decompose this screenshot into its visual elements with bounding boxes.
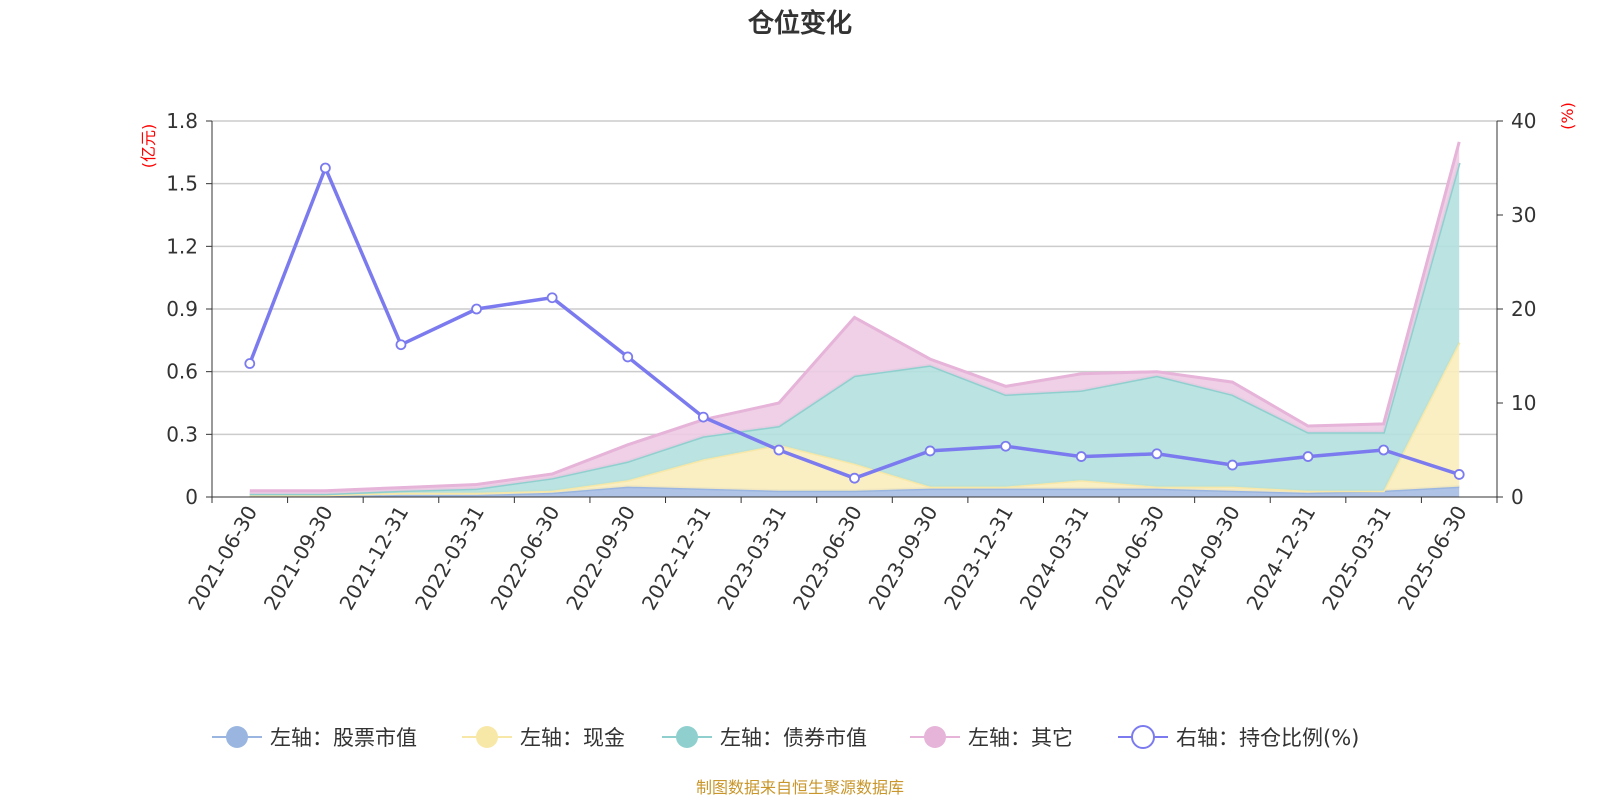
left-axis-tick-label: 0 — [185, 485, 198, 509]
x-axis-tick-label: 2023-06-30 — [788, 502, 867, 615]
ratio-line-point — [1378, 444, 1390, 456]
legend-label: 左轴：现金 — [520, 726, 625, 750]
x-axis-tick-label: 2024-03-31 — [1015, 502, 1094, 615]
left-axis-tick-label: 1.5 — [166, 172, 198, 196]
legend-item-3: 左轴：债券市值 — [662, 726, 867, 750]
legend-item-4: 左轴：其它 — [910, 726, 1073, 750]
left-axis-unit: (亿元) — [139, 124, 158, 169]
area-series-2 — [249, 342, 1460, 496]
right-axis-tick-label: 20 — [1511, 297, 1536, 321]
x-axis-tick-label: 2024-06-30 — [1090, 502, 1169, 615]
ratio-line-point — [622, 351, 634, 363]
ratio-line-point — [1000, 440, 1012, 452]
ratio-line-point — [697, 411, 709, 423]
left-axis-tick-label: 1.8 — [166, 109, 198, 133]
ratio-line-point — [1302, 451, 1314, 462]
ratio-line-point — [395, 339, 407, 351]
left-axis-tick-label: 0.9 — [166, 297, 198, 321]
right-axis-tick-label: 30 — [1511, 203, 1536, 227]
data-source-note: 制图数据来自恒生聚源数据库 — [696, 778, 904, 797]
ratio-line-point — [849, 472, 860, 484]
left-axis-tick-label: 0.6 — [166, 360, 198, 384]
chart-title: 仓位变化 — [747, 8, 852, 39]
legend-label: 左轴：其它 — [968, 726, 1073, 750]
x-axis-tick-label: 2024-12-31 — [1241, 502, 1320, 615]
x-axis-tick-label: 2022-09-30 — [561, 502, 640, 615]
legend-label: 左轴：股票市值 — [270, 726, 417, 750]
legend-marker-dot — [924, 726, 946, 748]
ratio-line-point — [1151, 448, 1163, 460]
legend-marker-dot — [476, 726, 498, 748]
ratio-line-point — [471, 303, 482, 315]
left-axis-tick-label: 1.2 — [166, 234, 198, 258]
right-axis-tick-label: 10 — [1511, 391, 1536, 415]
right-axis-tick-label: 0 — [1511, 485, 1524, 509]
ratio-line-point — [319, 162, 331, 174]
legend-marker-dot — [226, 726, 248, 748]
legend-item-1: 左轴：股票市值 — [212, 726, 417, 750]
x-axis-tick-label: 2022-03-31 — [410, 502, 489, 615]
x-axis-tick-label: 2023-03-31 — [712, 502, 791, 615]
stacked-areas — [249, 141, 1461, 498]
legend-marker-dot — [1131, 725, 1155, 749]
ratio-line-point — [546, 292, 558, 304]
x-axis-tick-label: 2022-06-30 — [486, 502, 565, 615]
right-axis-unit: (%) — [1558, 102, 1577, 130]
ratio-line-point — [924, 445, 936, 457]
x-axis-tick-label: 2021-12-31 — [334, 502, 413, 615]
area-series-4-edge — [249, 141, 1461, 493]
right-axis-tick-label: 40 — [1511, 109, 1536, 133]
x-axis-tick-label: 2024-09-30 — [1166, 502, 1245, 615]
x-axis-tick-label: 2023-12-31 — [939, 502, 1018, 615]
x-axis-tick-label: 2025-06-30 — [1393, 502, 1472, 615]
ratio-line-point — [1227, 459, 1238, 471]
x-axis-tick-label: 2025-03-31 — [1317, 502, 1396, 615]
legend-label: 右轴：持仓比例(%) — [1176, 726, 1359, 750]
legend-label: 左轴：债券市值 — [720, 726, 867, 750]
legend-item-2: 左轴：现金 — [462, 726, 625, 750]
left-axis-tick-label: 0.3 — [166, 422, 198, 446]
ratio-line — [244, 162, 1465, 484]
x-axis-tick-label: 2022-12-31 — [637, 502, 716, 615]
area-series-3 — [249, 162, 1460, 495]
x-axis-tick-label: 2023-09-30 — [864, 502, 943, 615]
legend: 左轴：股票市值 左轴：现金 左轴：债券市值 左轴：其它 右轴：持仓比例(%) — [212, 725, 1359, 750]
x-axis-tick-label: 2021-09-30 — [259, 502, 338, 615]
legend-marker-dot — [676, 726, 698, 748]
x-axis-tick-label: 2021-06-30 — [183, 502, 262, 615]
legend-item-5: 右轴：持仓比例(%) — [1118, 725, 1359, 750]
ratio-line-point — [244, 358, 256, 369]
ratio-line-point — [1453, 469, 1465, 480]
ratio-line-point — [773, 444, 785, 456]
ratio-line-point — [1075, 451, 1087, 462]
